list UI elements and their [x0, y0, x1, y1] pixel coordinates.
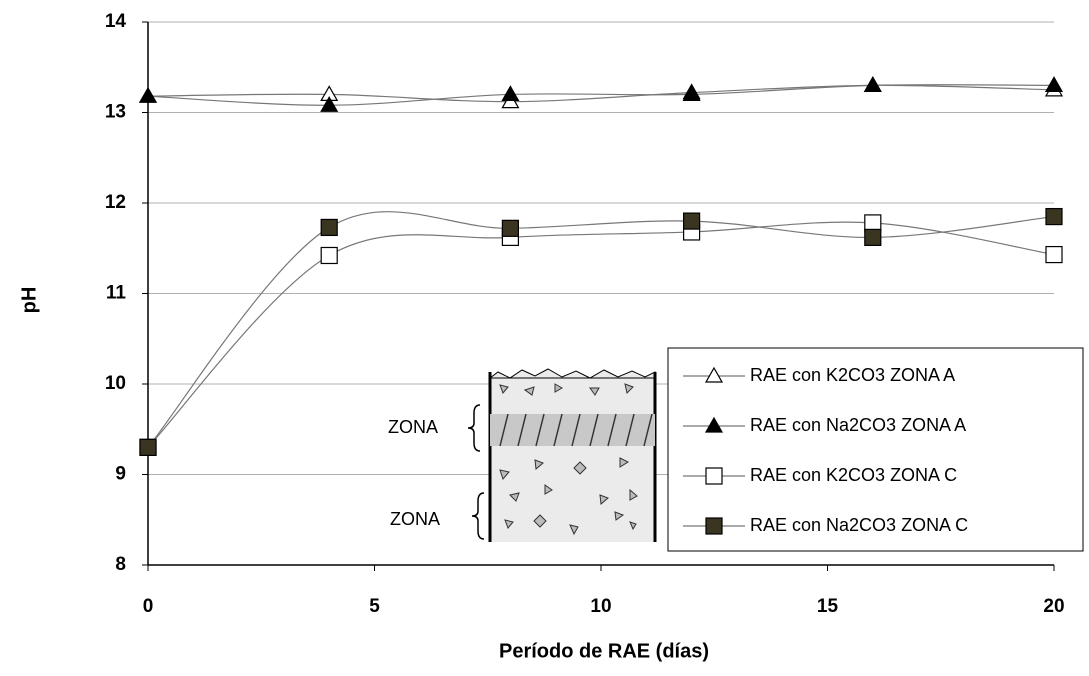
legend-label: RAE con K2CO3 ZONA A [750, 365, 955, 385]
y-tick-label: 9 [115, 464, 126, 485]
series-line [147, 211, 1055, 448]
x-tick-label: 0 [143, 596, 154, 617]
point-marker [682, 212, 701, 230]
y-tick-label: 13 [105, 102, 126, 123]
y-tick-label: 11 [106, 283, 127, 304]
x-tick-label: 20 [1043, 596, 1064, 617]
annotation: ZONA [390, 509, 440, 529]
point-marker [863, 76, 882, 92]
y-tick-label: 10 [105, 373, 126, 394]
series-line [147, 221, 1055, 448]
inset-illustration: ZONA ZONA [388, 368, 657, 542]
point-marker [1044, 76, 1064, 92]
legend-label: RAE con Na2CO3 ZONA A [750, 415, 966, 435]
point-marker [1045, 207, 1063, 226]
point-marker [138, 87, 158, 103]
point-marker [320, 96, 339, 112]
legend-marker [704, 416, 724, 433]
x-axis-label: Período de RAE (días) [499, 640, 709, 662]
legend-label: RAE con K2CO3 ZONA C [750, 465, 957, 485]
series-line [147, 84, 1055, 106]
point-marker [501, 85, 520, 101]
x-tick-label: 5 [369, 596, 380, 617]
x-tick-label: 15 [817, 596, 839, 617]
legend-marker [704, 366, 724, 383]
legend-marker [705, 467, 723, 485]
point-marker [864, 214, 882, 232]
series-line [147, 84, 1055, 103]
legend-label: RAE con Na2CO3 ZONA C [750, 515, 968, 535]
y-axis-label: pH [18, 287, 40, 314]
annotation: ZONA [388, 417, 438, 437]
point-marker [682, 85, 701, 101]
x-tick-label: 10 [590, 596, 611, 617]
legend-box [667, 347, 1084, 552]
legend-marker [705, 517, 723, 535]
y-tick-label: 14 [105, 11, 127, 32]
y-tick-label: 12 [105, 192, 126, 213]
point-marker [139, 438, 157, 456]
point-marker [864, 228, 882, 246]
legend: RAE con K2CO3 ZONA A RAE con Na2CO3 ZONA … [683, 365, 968, 535]
y-tick-label: 8 [115, 554, 126, 575]
point-marker [320, 218, 338, 237]
point-marker [1045, 245, 1063, 264]
point-marker [320, 246, 338, 265]
point-marker [501, 219, 519, 237]
